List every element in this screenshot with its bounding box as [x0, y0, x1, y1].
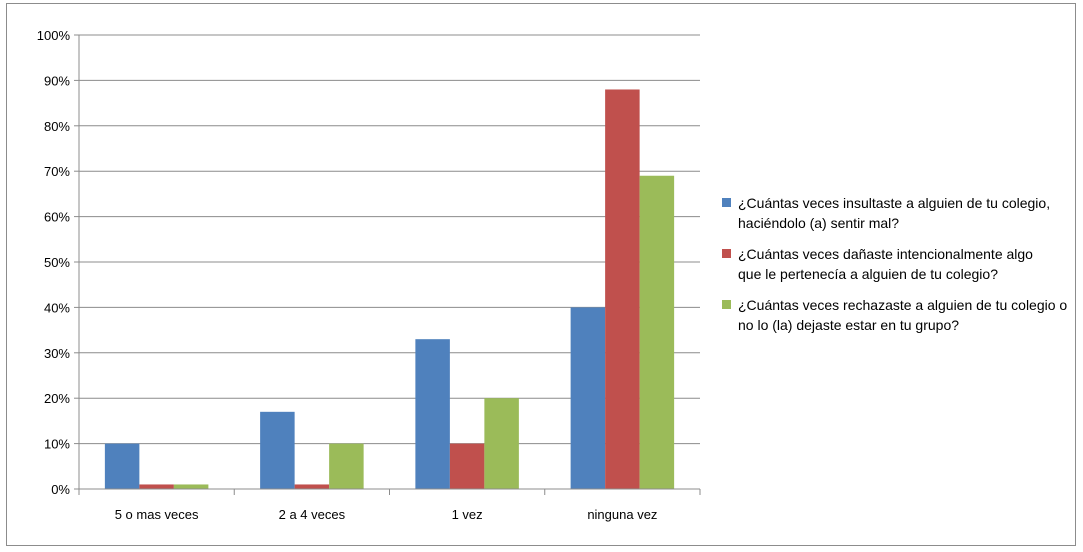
legend-item-insult: ¿Cuántas veces insultaste a alguien de t…: [722, 193, 1072, 233]
bar: [484, 398, 519, 489]
bar: [260, 411, 295, 489]
legend-label-reject-line2: no lo (la) dejaste estar en tu grupo?: [738, 317, 960, 333]
y-tick-label: 40%: [44, 300, 70, 315]
legend-swatch-reject: [722, 300, 731, 309]
x-tick-label: 2 a 4 veces: [279, 507, 346, 522]
bar: [104, 443, 140, 489]
x-tick-label: 5 o mas veces: [115, 507, 199, 522]
bar: [605, 89, 640, 489]
y-tick-label: 20%: [44, 391, 70, 406]
legend-label-damage-line1: ¿Cuántas veces dañaste intencionalmente …: [738, 246, 1033, 262]
bar: [329, 443, 364, 489]
bar: [139, 484, 174, 489]
bar: [570, 307, 606, 489]
bar: [639, 175, 675, 490]
legend-swatch-insult: [722, 198, 731, 207]
legend-label-reject-line1: ¿Cuántas veces rechazaste a alguien de t…: [738, 297, 1068, 313]
legend-item-damage: ¿Cuántas veces dañaste intencionalmente …: [722, 244, 1072, 284]
y-tick-label: 100%: [37, 28, 71, 43]
x-tick-label: ninguna vez: [587, 507, 657, 522]
legend-label-insult-line1: ¿Cuántas veces insultaste a alguien de t…: [738, 195, 1051, 211]
y-tick-label: 70%: [44, 164, 70, 179]
bar: [449, 443, 485, 489]
x-tick-label: 1 vez: [452, 507, 483, 522]
y-tick-label: 60%: [44, 210, 70, 225]
bar: [415, 339, 450, 489]
legend: ¿Cuántas veces insultaste a alguien de t…: [722, 193, 1072, 346]
y-tick-label: 50%: [44, 255, 70, 270]
bar: [294, 484, 330, 489]
y-tick-label: 90%: [44, 73, 70, 88]
y-tick-label: 30%: [44, 346, 70, 361]
y-tick-label: 0%: [51, 482, 70, 497]
legend-label-damage-line2: que le pertenecía a alguien de tu colegi…: [738, 266, 998, 282]
legend-item-reject: ¿Cuántas veces rechazaste a alguien de t…: [722, 295, 1072, 335]
y-tick-label: 10%: [44, 437, 70, 452]
legend-swatch-damage: [722, 249, 731, 258]
legend-label-insult-line2: haciéndolo (a) sentir mal?: [738, 215, 900, 231]
chart-frame: [6, 3, 1076, 546]
bar: [173, 484, 209, 489]
y-tick-label: 80%: [44, 119, 70, 134]
